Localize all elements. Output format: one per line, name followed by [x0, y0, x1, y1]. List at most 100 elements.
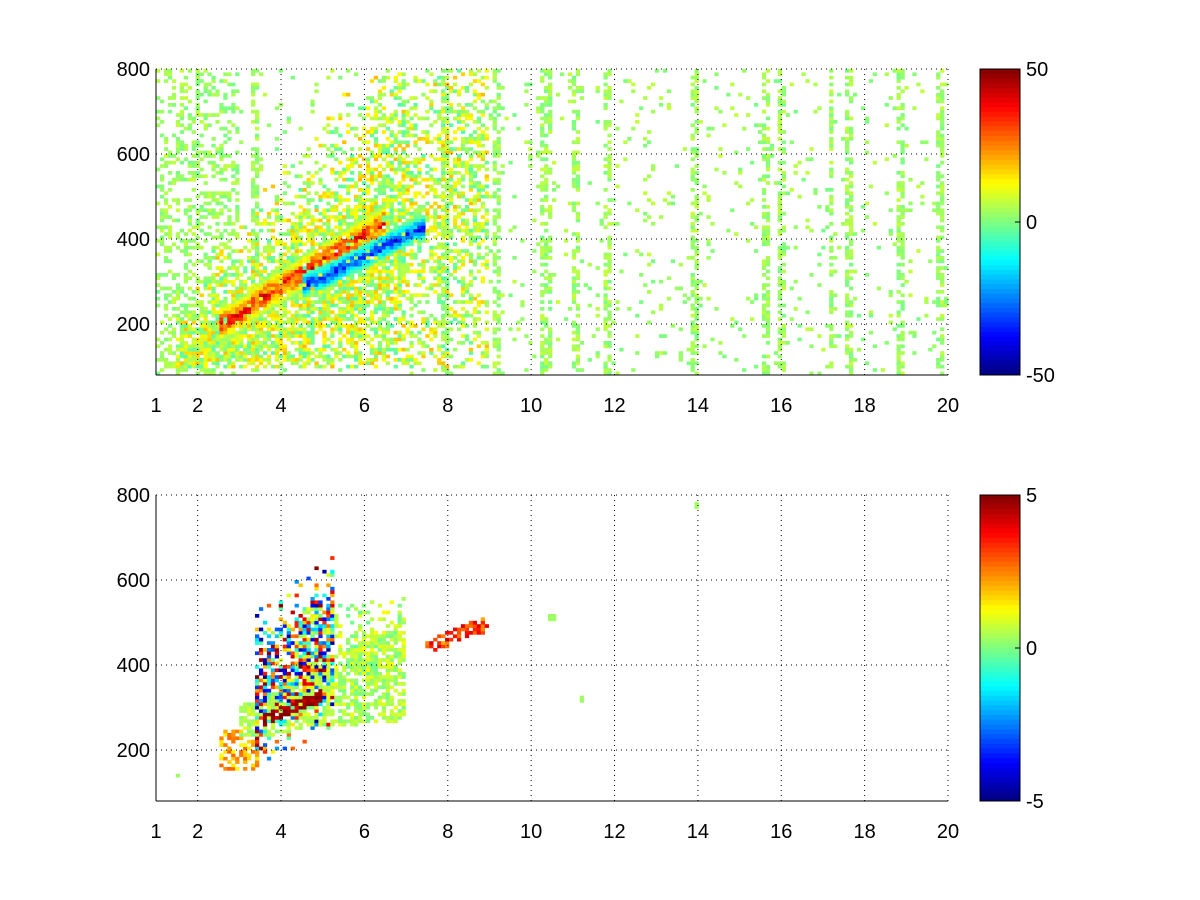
heatmap-cell: [346, 177, 351, 182]
heatmap-cell: [389, 218, 394, 223]
heatmap-cell: [199, 364, 204, 369]
heatmap-cell: [290, 75, 295, 80]
heatmap-cell: [540, 188, 545, 192]
heatmap-cell: [334, 232, 339, 236]
heatmap-cell: [251, 293, 256, 298]
heatmap-cell: [171, 351, 177, 355]
heatmap-cell: [496, 225, 501, 230]
heatmap-cell: [274, 290, 280, 294]
heatmap-cell: [571, 92, 577, 97]
heatmap-cell: [290, 228, 295, 233]
heatmap-cell: [227, 330, 232, 335]
heatmap-cell: [690, 364, 695, 369]
heatmap-cell: [445, 276, 450, 281]
heatmap-cell: [274, 279, 280, 284]
heatmap-cell: [492, 147, 497, 151]
heatmap-cell: [381, 242, 386, 247]
heatmap-cell: [262, 351, 268, 355]
heatmap-cell: [199, 222, 204, 226]
heatmap-cell: [829, 361, 834, 366]
heatmap-cell: [243, 286, 248, 291]
heatmap-cell: [179, 103, 185, 107]
heatmap-cell: [239, 283, 244, 287]
heatmap-cell: [409, 364, 414, 369]
heatmap-cell: [401, 252, 406, 257]
heatmap-cell: [433, 177, 438, 182]
heatmap-cell: [765, 126, 771, 131]
heatmap-cell: [282, 320, 287, 325]
heatmap-cell: [298, 286, 303, 291]
heatmap-cell: [330, 283, 335, 287]
heatmap-cell: [409, 116, 414, 121]
heatmap-cell: [365, 171, 371, 175]
heatmap-cell: [195, 364, 200, 369]
heatmap-cell: [215, 273, 220, 277]
heatmap-cell: [227, 191, 232, 196]
heatmap-cell: [365, 279, 371, 284]
heatmap-cell: [421, 341, 426, 345]
heatmap-cell: [571, 266, 577, 270]
heatmap-cell: [781, 361, 786, 366]
heatmap-cell: [377, 334, 383, 338]
heatmap-cell: [215, 228, 220, 233]
heatmap-cell: [346, 242, 351, 247]
heatmap-cell: [255, 347, 260, 352]
heatmap-cell: [845, 235, 850, 240]
heatmap-cell: [540, 126, 545, 131]
heatmap-cell: [449, 123, 454, 128]
heatmap-cell: [258, 228, 264, 233]
heatmap-cell: [223, 269, 228, 274]
heatmap-cell: [813, 188, 818, 192]
heatmap-cell: [306, 232, 311, 236]
heatmap-cell: [251, 368, 256, 372]
heatmap-cell: [187, 358, 192, 362]
heatmap-cell: [171, 334, 177, 338]
heatmap-cell: [322, 164, 327, 168]
heatmap-cell: [219, 307, 224, 311]
heatmap-cell: [361, 235, 367, 240]
heatmap-cell: [468, 72, 474, 77]
heatmap-cell: [587, 286, 592, 291]
heatmap-cell: [179, 354, 185, 359]
heatmap-cell: [544, 269, 549, 274]
heatmap-cell: [191, 171, 196, 175]
heatmap-cell: [274, 334, 280, 338]
heatmap-cell: [445, 320, 450, 325]
heatmap-cell: [357, 276, 363, 281]
heatmap-cell: [421, 157, 426, 162]
heatmap-cell: [813, 109, 818, 114]
heatmap-cell: [373, 188, 379, 192]
heatmap-cell: [310, 239, 315, 243]
heatmap-cell: [694, 130, 699, 134]
heatmap-cell: [322, 232, 327, 236]
heatmap-cell: [251, 181, 256, 185]
heatmap-cell: [350, 296, 355, 301]
heatmap-cell: [876, 286, 881, 291]
heatmap-cell: [183, 313, 188, 318]
heatmap-cell: [734, 181, 739, 185]
heatmap-cell: [761, 140, 767, 145]
heatmap-cell: [369, 225, 375, 230]
heatmap-cell: [417, 191, 422, 196]
heatmap-cell: [777, 341, 782, 345]
heatmap-cell: [761, 354, 767, 359]
heatmap-cell: [445, 283, 450, 287]
heatmap-cell: [215, 313, 220, 318]
heatmap-cell: [563, 239, 569, 243]
heatmap-cell: [757, 177, 763, 182]
heatmap-cell: [500, 126, 505, 131]
heatmap-cell: [476, 126, 482, 131]
heatmap-cell: [833, 307, 838, 311]
heatmap-cell: [393, 249, 398, 253]
heatmap-cell: [258, 317, 264, 321]
heatmap-cell: [354, 252, 359, 257]
heatmap-cell: [286, 269, 291, 274]
heatmap-cell: [456, 69, 462, 73]
heatmap-cell: [255, 184, 260, 189]
heatmap-cell: [187, 310, 192, 315]
heatmap-cell: [575, 109, 581, 114]
heatmap-cell: [508, 293, 513, 298]
heatmap-cell: [607, 259, 612, 264]
heatmap-cell: [425, 293, 430, 298]
heatmap-cell: [227, 266, 232, 270]
